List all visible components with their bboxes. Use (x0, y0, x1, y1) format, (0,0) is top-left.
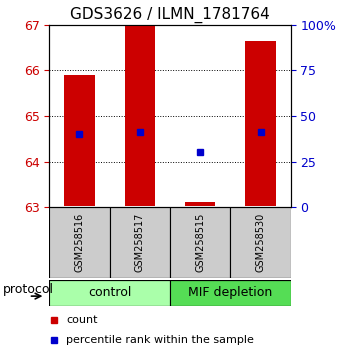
Title: GDS3626 / ILMN_1781764: GDS3626 / ILMN_1781764 (70, 7, 270, 23)
Bar (125, 25, 155, 206)
Text: GSM258517: GSM258517 (135, 213, 145, 272)
Text: percentile rank within the sample: percentile rank within the sample (66, 335, 254, 345)
Bar (170, 280, 291, 306)
Bar (49, 207, 109, 278)
Bar (109, 207, 170, 278)
Text: protocol: protocol (2, 283, 53, 296)
Text: count: count (66, 315, 98, 325)
Bar (49, 280, 170, 306)
Text: GSM258516: GSM258516 (74, 213, 84, 272)
Text: GSM258515: GSM258515 (195, 213, 205, 272)
Text: control: control (88, 286, 131, 299)
Bar (64, 75, 95, 206)
Bar (245, 41, 276, 206)
Bar (170, 207, 231, 278)
Text: MIF depletion: MIF depletion (188, 286, 272, 299)
Text: GSM258530: GSM258530 (256, 213, 266, 272)
Bar (231, 207, 291, 278)
Bar (185, 202, 215, 206)
